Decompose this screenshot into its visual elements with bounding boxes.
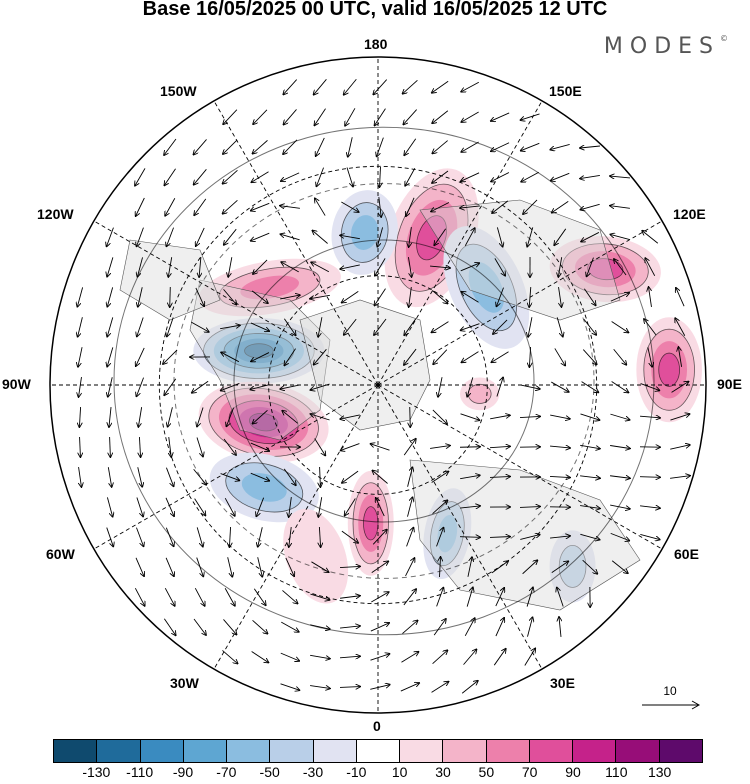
colorbar-swatch bbox=[141, 740, 184, 762]
colorbar-tick-label: -30 bbox=[303, 764, 323, 780]
wind-arrow bbox=[410, 407, 411, 427]
lon-label-180: 180 bbox=[364, 36, 387, 52]
colorbar-swatch bbox=[487, 740, 530, 762]
map-disk bbox=[40, 50, 720, 730]
colorbar-swatch bbox=[357, 740, 400, 762]
lon-label-90e: 90E bbox=[717, 376, 742, 392]
wind-arrow bbox=[640, 477, 660, 478]
lon-label-60w: 60W bbox=[46, 546, 75, 562]
colorbar-tick-label: -10 bbox=[346, 764, 366, 780]
positive-anomaly bbox=[348, 471, 394, 576]
colorbar-swatch bbox=[400, 740, 443, 762]
colorbar bbox=[53, 739, 703, 763]
colorbar-swatch bbox=[184, 740, 227, 762]
lon-label-60e: 60E bbox=[674, 546, 699, 562]
lon-label-90w: 90W bbox=[2, 376, 31, 392]
colorbar-swatch bbox=[227, 740, 270, 762]
lon-label-150e: 150E bbox=[549, 83, 582, 99]
colorbar-swatch bbox=[660, 740, 702, 762]
colorbar-tick-label: -130 bbox=[82, 764, 110, 780]
wind-arrow bbox=[460, 447, 480, 448]
colorbar-ticks: -130 -110 -90 -70 -50 -30 -10 10 30 50 70 90 110 130 bbox=[53, 764, 703, 784]
lon-label-0: 0 bbox=[373, 718, 381, 734]
colorbar-swatch bbox=[573, 740, 616, 762]
colorbar-tick-label: 50 bbox=[479, 764, 495, 780]
colorbar-swatch bbox=[97, 740, 140, 762]
colorbar-tick-label: 130 bbox=[648, 764, 671, 780]
colorbar-tick-label: 90 bbox=[565, 764, 581, 780]
colorbar-swatch bbox=[616, 740, 659, 762]
reference-vector: 10 bbox=[640, 684, 704, 716]
colorbar-tick-label: -110 bbox=[126, 764, 153, 780]
lon-label-120w: 120W bbox=[37, 206, 74, 222]
lon-label-30w: 30W bbox=[170, 675, 199, 691]
colorbar-swatch bbox=[314, 740, 357, 762]
colorbar-tick-label: -70 bbox=[216, 764, 236, 780]
colorbar-swatch bbox=[530, 740, 573, 762]
colorbar-tick-label: 70 bbox=[522, 764, 538, 780]
colorbar-swatch bbox=[54, 740, 97, 762]
reference-vector-label: 10 bbox=[640, 684, 700, 698]
positive-anomaly bbox=[636, 317, 702, 422]
colorbar-tick-label: -90 bbox=[173, 764, 193, 780]
colorbar-tick-label: 110 bbox=[605, 764, 627, 780]
colorbar-tick-label: 30 bbox=[435, 764, 451, 780]
lon-label-150w: 150W bbox=[160, 83, 197, 99]
colorbar-tick-label: 10 bbox=[392, 764, 408, 780]
colorbar-swatch bbox=[270, 740, 313, 762]
lon-label-120e: 120E bbox=[673, 206, 706, 222]
reference-arrow bbox=[640, 699, 704, 711]
positive-anomaly bbox=[460, 377, 499, 410]
wind-arrow bbox=[170, 287, 171, 307]
lon-label-30e: 30E bbox=[550, 675, 575, 691]
colorbar-tick-label: -50 bbox=[260, 764, 280, 780]
colorbar-swatch bbox=[443, 740, 486, 762]
